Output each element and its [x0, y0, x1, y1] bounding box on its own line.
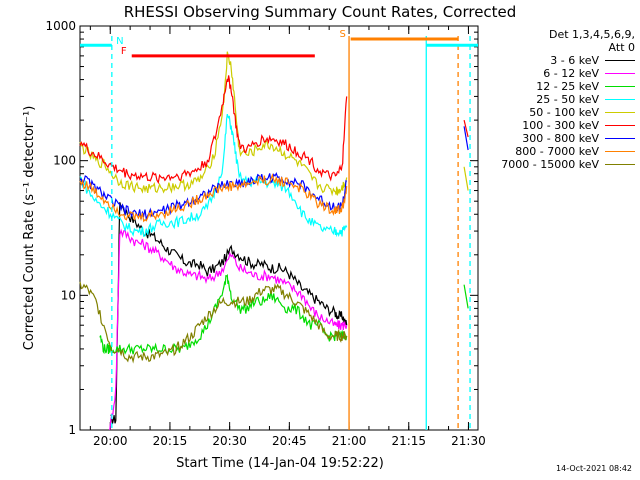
legend-swatch: [605, 138, 635, 139]
legend-entry-label: 12 - 25 keV: [536, 80, 599, 93]
x-tick-label: 21:00: [332, 434, 367, 448]
legend-swatch: [605, 60, 635, 61]
series-line: [109, 228, 348, 431]
y-tick-label: 1: [68, 423, 76, 437]
chart-legend: Det 1,3,4,5,6,9, Att 0 3 - 6 keV 6 - 12 k…: [487, 28, 635, 171]
x-axis-label: Start Time (14-Jan-04 19:52:22): [176, 456, 384, 471]
plot-frame: [79, 25, 479, 431]
chart-title: RHESSI Observing Summary Count Rates, Co…: [124, 3, 517, 21]
legend-entry-label: 6 - 12 keV: [543, 67, 599, 80]
legend-entry: 6 - 12 keV: [487, 67, 635, 80]
series-fragment: [463, 126, 469, 151]
legend-entry-label: 7000 - 15000 keV: [501, 158, 599, 171]
y-tick-label: 10: [61, 288, 76, 302]
legend-swatch: [605, 73, 635, 74]
series-line: [79, 75, 348, 185]
flag-label: S: [339, 29, 345, 40]
series-line: [79, 173, 348, 223]
legend-entry: 12 - 25 keV: [487, 80, 635, 93]
flag-label: F: [121, 46, 127, 57]
legend-header-line-1: Det 1,3,4,5,6,9,: [548, 28, 635, 41]
x-tick-label: 21:30: [451, 434, 486, 448]
legend-entry-label: 25 - 50 keV: [536, 93, 599, 106]
legend-entry-label: 100 - 300 keV: [522, 119, 599, 132]
legend-entry-label: 300 - 800 keV: [522, 132, 599, 145]
x-tick-label: 21:15: [391, 434, 426, 448]
legend-entry: 50 - 100 keV: [487, 106, 635, 119]
series-line: [79, 113, 348, 238]
series-line: [79, 51, 348, 197]
legend-header-line-2: Att 0: [608, 41, 635, 54]
y-tick-label: 100: [53, 154, 76, 168]
x-tick-label: 20:15: [153, 434, 188, 448]
y-axis-label: Corrected Count Rate (s⁻¹ detector⁻¹): [22, 106, 37, 351]
legend-swatch: [605, 164, 635, 165]
y-tick-label: 1000: [45, 19, 76, 33]
legend-entry: 800 - 7000 keV: [487, 145, 635, 158]
series-line: [110, 202, 348, 425]
x-tick-label: 20:30: [212, 434, 247, 448]
legend-entry: 300 - 800 keV: [487, 132, 635, 145]
legend-swatch: [605, 99, 635, 100]
plot-timestamp: 14-Oct-2021 08:42: [556, 464, 632, 473]
series-line: [99, 273, 348, 356]
legend-swatch: [605, 125, 635, 126]
legend-swatch: [605, 151, 635, 152]
series-fragment: [463, 119, 469, 138]
x-tick-label: 20:45: [272, 434, 307, 448]
legend-entry-label: 800 - 7000 keV: [515, 145, 599, 158]
legend-swatch: [605, 112, 635, 113]
x-tick-label: 20:00: [93, 434, 128, 448]
flag-label: N: [116, 36, 123, 47]
series-fragment: [463, 284, 469, 309]
legend-entry: 100 - 300 keV: [487, 119, 635, 132]
legend-entry: 7000 - 15000 keV: [487, 158, 635, 171]
legend-entry-label: 50 - 100 keV: [529, 106, 599, 119]
series-line: [79, 281, 348, 364]
series-fragment: [463, 166, 469, 191]
legend-entry-label: 3 - 6 keV: [550, 54, 599, 67]
legend-entry: 3 - 6 keV: [487, 54, 635, 67]
legend-swatch: [605, 86, 635, 87]
legend-entry: 25 - 50 keV: [487, 93, 635, 106]
